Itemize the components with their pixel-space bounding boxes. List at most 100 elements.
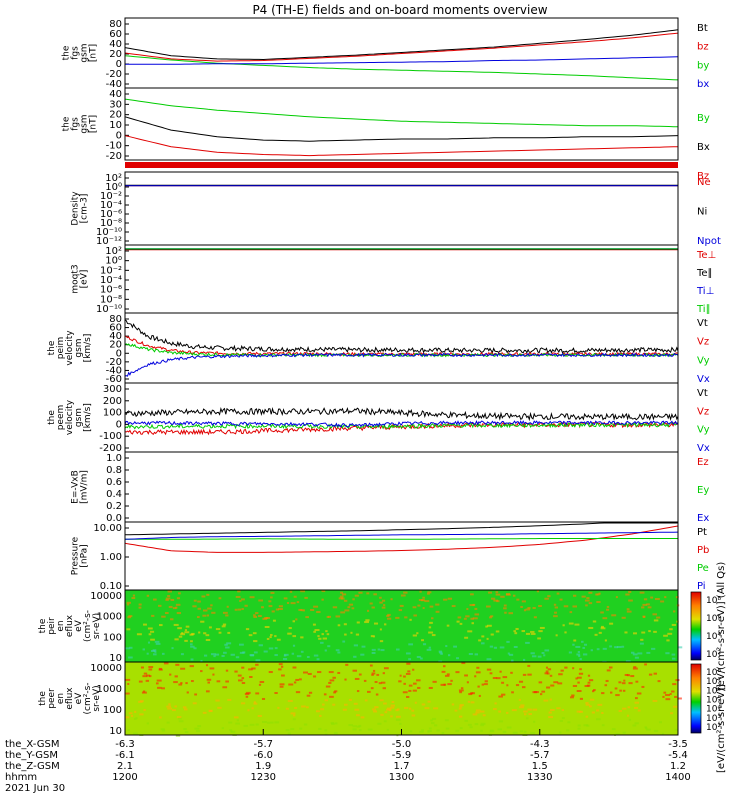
spectrogram-pixel — [244, 604, 248, 607]
spectrogram-pixel — [240, 598, 245, 601]
spectrogram-pixel — [486, 605, 491, 608]
spectrogram-pixel — [598, 592, 601, 595]
colorbar-label: [eV/(cm²-s-sr-eV)] (All Qs) — [716, 562, 727, 691]
spectrogram-pixel — [374, 622, 379, 625]
y-tick-label: 10⁻² — [100, 265, 122, 276]
spectrogram-pixel — [221, 727, 224, 730]
spectrogram-pixel — [354, 677, 360, 680]
spectrogram-pixel — [369, 602, 373, 605]
spectrogram-pixel — [407, 670, 411, 673]
spectrogram-pixel — [292, 644, 296, 647]
spectrogram-pixel — [142, 690, 146, 693]
spectrogram-pixel — [399, 604, 404, 607]
spectrogram-pixel — [168, 605, 173, 608]
spectrogram-pixel — [459, 727, 463, 730]
y-tick-label: 1.00 — [100, 552, 122, 563]
spectrogram-pixel — [258, 599, 264, 602]
spectrogram-pixel — [652, 613, 657, 616]
spectrogram-pixel — [546, 672, 550, 675]
spectrogram-pixel — [643, 598, 648, 601]
spectrogram-pixel — [523, 713, 527, 716]
y-tick-label: 10⁻⁸ — [100, 218, 122, 229]
y-tick-label: 0.4 — [106, 489, 122, 500]
spectrogram-pixel — [270, 596, 273, 599]
spectrogram-pixel — [549, 674, 553, 677]
spectrogram-pixel — [125, 647, 130, 650]
legend-label: by — [697, 60, 709, 71]
spectrogram-pixel — [381, 606, 386, 609]
y-tick-label: 10⁻⁴ — [100, 200, 122, 211]
legend-label: Ex — [697, 513, 709, 524]
spectrogram-pixel — [397, 708, 400, 711]
spectrogram-pixel — [399, 722, 402, 725]
spectrogram-pixel — [343, 623, 347, 626]
series-line-bz — [124, 32, 679, 62]
spectrogram-pixel — [318, 637, 322, 640]
spectrogram-pixel — [257, 714, 262, 717]
spectrogram-pixel — [525, 632, 531, 635]
spectrogram-pixel — [606, 608, 610, 611]
spectrogram-pixel — [592, 690, 595, 693]
spectrogram-pixel — [290, 602, 296, 605]
spectrogram-pixel — [568, 622, 574, 625]
spectrogram-pixel — [147, 627, 153, 630]
spectrogram-pixel — [408, 643, 414, 646]
spectrogram-pixel — [583, 724, 589, 727]
y-tick-label: 0.6 — [106, 477, 122, 488]
spectrogram-pixel — [300, 609, 304, 612]
spectrogram-pixel — [287, 732, 291, 735]
spectrogram-pixel — [585, 604, 588, 607]
y-axis-label: en — [56, 620, 66, 631]
spectrogram-pixel — [292, 714, 296, 717]
spectrogram-pixel — [653, 619, 659, 622]
spectrogram-pixel — [320, 708, 325, 711]
spectrogram-pixel — [281, 674, 285, 677]
spectrogram-pixel — [562, 624, 565, 627]
spectrogram-pixel — [292, 718, 296, 721]
spectrogram-pixel — [278, 608, 283, 611]
spectrogram-pixel — [140, 666, 144, 669]
spectrogram-pixel — [194, 693, 198, 696]
spectrogram-pixel — [296, 655, 302, 658]
spectrogram-pixel — [278, 605, 283, 608]
spectrogram-pixel — [321, 590, 326, 593]
ephemeris-row-label: the_Y-GSM — [5, 750, 58, 761]
spectrogram-pixel — [344, 633, 347, 636]
spectrogram-pixel — [380, 649, 385, 652]
spectrogram-pixel — [637, 652, 643, 655]
spectrogram-pixel — [325, 630, 328, 633]
y-axis-label: velocity — [65, 399, 75, 435]
y-tick-label: 10000 — [90, 663, 122, 674]
colorbar-tick-label: 10⁴ — [706, 705, 721, 715]
spectrogram-pixel — [575, 645, 581, 648]
spectrogram-pixel — [432, 680, 437, 683]
spectrogram-pixel — [385, 708, 390, 711]
spectrogram-pixel — [646, 728, 651, 731]
spectrogram-pixel — [601, 692, 605, 695]
panel-frame — [124, 451, 679, 523]
spectrogram-pixel — [169, 673, 172, 676]
spectrogram-pixel — [411, 714, 416, 717]
spectrogram-pixel — [366, 690, 371, 693]
spectrogram-pixel — [301, 705, 306, 708]
spectrogram-pixel — [358, 591, 363, 594]
spectrogram-pixel — [364, 621, 369, 624]
spectrogram-pixel — [606, 605, 610, 608]
spectrogram-pixel — [506, 640, 510, 643]
spectrogram-pixel — [480, 724, 485, 727]
spectrogram-pixel — [598, 631, 602, 634]
spectrogram-pixel — [516, 598, 520, 601]
spectrogram-pixel — [335, 615, 341, 618]
spectrogram-pixel — [215, 653, 220, 656]
panel-frame — [124, 521, 679, 591]
spectrogram-pixel — [303, 671, 309, 674]
spectrogram-pixel — [318, 727, 322, 730]
spectrogram-pixel — [513, 630, 517, 633]
spectrogram-pixel — [677, 697, 682, 700]
spectrogram-pixel — [545, 666, 548, 669]
spectrogram-pixel — [400, 594, 406, 597]
y-axis-label: gsm — [74, 408, 84, 427]
spectrogram-pixel — [138, 680, 143, 683]
spectrogram-pixel — [490, 597, 496, 600]
spectrogram-pixel — [371, 651, 376, 654]
